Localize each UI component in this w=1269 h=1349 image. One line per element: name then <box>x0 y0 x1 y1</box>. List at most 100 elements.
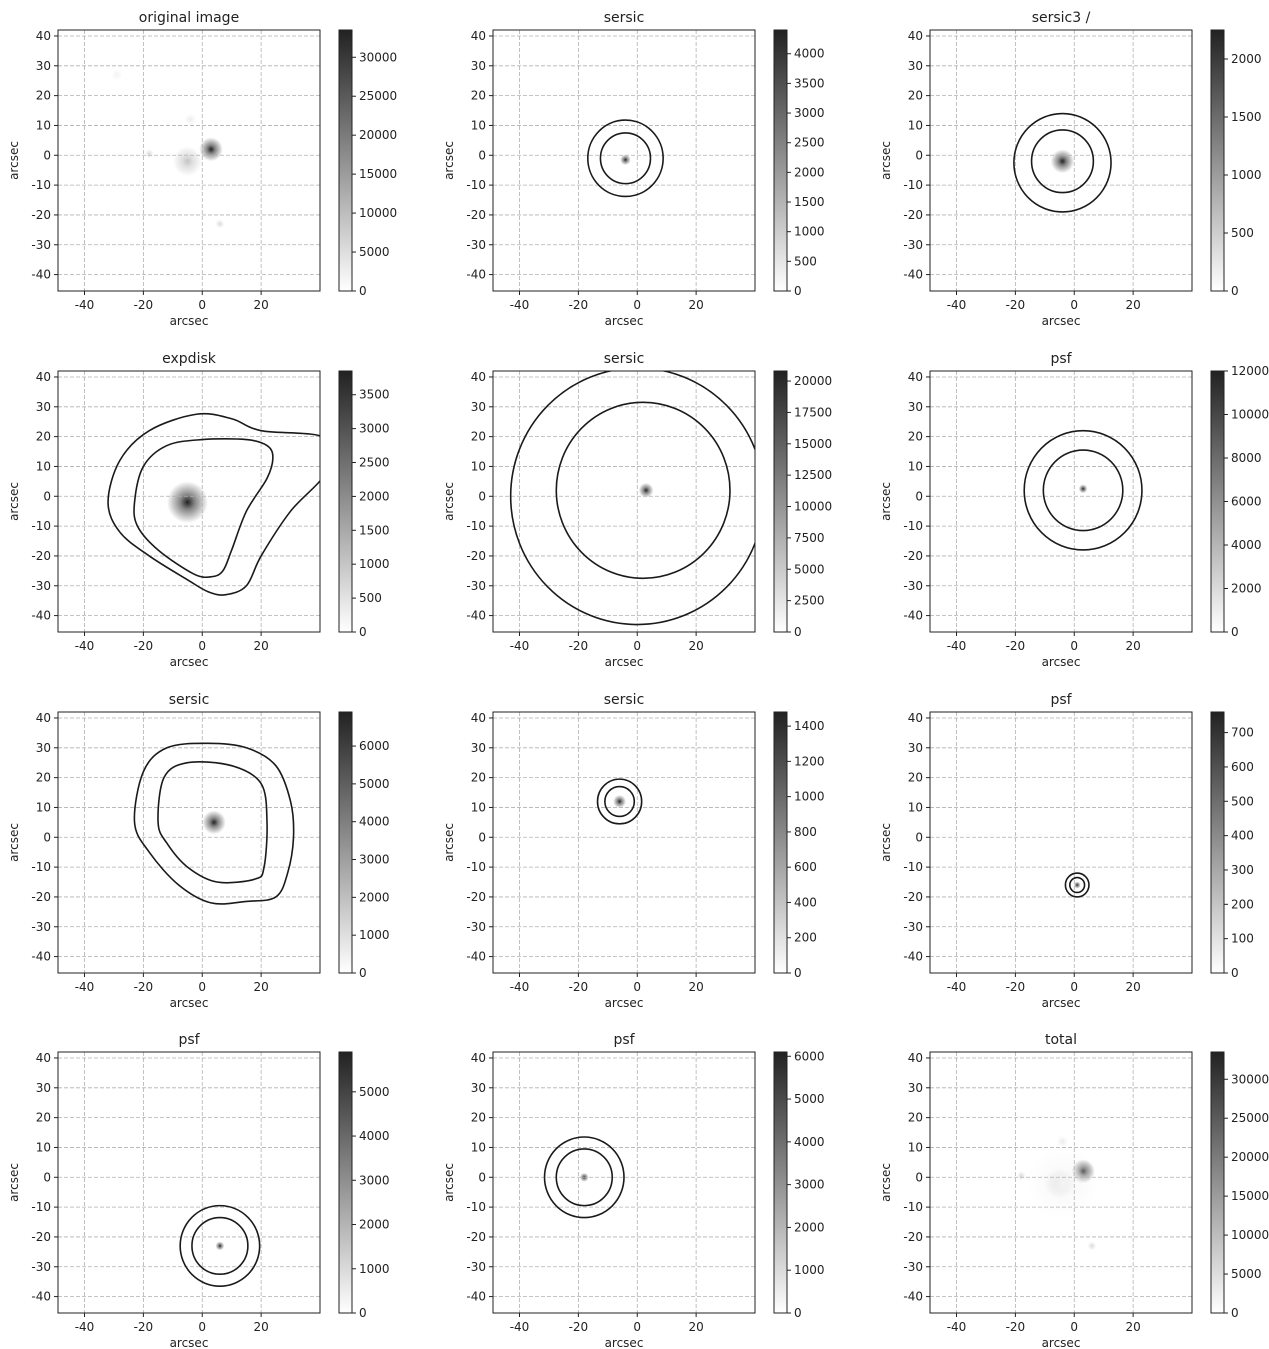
colorbar-tick-label: 25000 <box>359 89 397 103</box>
y-tick-label: 20 <box>908 430 923 444</box>
source <box>1057 1136 1069 1148</box>
y-tick-label: -10 <box>466 178 486 192</box>
panel-title: original image <box>139 10 239 26</box>
colorbar-tick-label: 2000 <box>1231 582 1262 596</box>
colorbar-tick-label: 1000 <box>794 790 825 804</box>
colorbar-tick-label: 3500 <box>359 388 390 402</box>
colorbar <box>1211 1052 1224 1313</box>
image-area <box>58 30 320 291</box>
source <box>1051 149 1075 173</box>
x-tick-label: 0 <box>198 298 206 312</box>
y-tick-label: 0 <box>43 489 51 503</box>
y-tick-label: -30 <box>466 238 486 252</box>
source <box>620 154 631 165</box>
y-axis-label: arcsec <box>879 141 893 180</box>
x-tick-label: 20 <box>688 980 703 994</box>
colorbar <box>774 30 787 291</box>
colorbar-tick-label: 3500 <box>794 76 825 90</box>
y-tick-label: -20 <box>903 1230 923 1244</box>
colorbar-tick-label: 200 <box>794 931 817 945</box>
source <box>215 1241 224 1250</box>
image-area <box>493 368 764 632</box>
y-tick-label: -20 <box>903 549 923 563</box>
y-tick-label: -30 <box>31 579 51 593</box>
x-tick-label: 0 <box>198 1320 206 1334</box>
y-tick-label: 20 <box>908 771 923 785</box>
y-tick-label: -40 <box>903 1290 923 1304</box>
y-axis-label: arcsec <box>879 482 893 521</box>
x-axis-label: arcsec <box>170 314 209 328</box>
colorbar-tick-label: 3000 <box>359 853 390 867</box>
x-tick-label: 20 <box>1125 980 1140 994</box>
y-tick-label: -30 <box>903 920 923 934</box>
x-tick-label: -20 <box>569 639 589 653</box>
colorbar-tick-label: 500 <box>1231 226 1254 240</box>
colorbar <box>774 371 787 632</box>
image-area <box>930 30 1192 291</box>
source <box>145 149 154 158</box>
y-tick-label: 30 <box>36 1081 51 1095</box>
source <box>1079 484 1088 493</box>
y-tick-label: 10 <box>36 1140 51 1154</box>
colorbar-tick-label: 0 <box>359 625 367 639</box>
y-tick-label: -10 <box>903 519 923 533</box>
image-area <box>493 712 755 973</box>
colorbar-tick-label: 5000 <box>794 1092 825 1106</box>
y-tick-label: -20 <box>31 549 51 563</box>
y-tick-label: -40 <box>903 950 923 964</box>
y-tick-label: -30 <box>466 579 486 593</box>
colorbar-tick-label: 2500 <box>794 594 825 608</box>
colorbar-tick-label: 2500 <box>794 136 825 150</box>
colorbar-tick-label: 3000 <box>794 106 825 120</box>
colorbar-tick-label: 6000 <box>1231 495 1262 509</box>
y-tick-label: 20 <box>471 1111 486 1125</box>
y-tick-label: -30 <box>466 1260 486 1274</box>
colorbar-tick-label: 1200 <box>794 754 825 768</box>
colorbar-tick-label: 6000 <box>794 1049 825 1063</box>
y-tick-label: 0 <box>478 1170 486 1184</box>
x-tick-label: 20 <box>253 980 268 994</box>
colorbar-tick-label: 1000 <box>359 557 390 571</box>
y-tick-label: 0 <box>915 489 923 503</box>
colorbar-tick-label: 1500 <box>794 195 825 209</box>
colorbar-tick-label: 2000 <box>1231 52 1262 66</box>
y-tick-label: -10 <box>31 860 51 874</box>
x-tick-label: 20 <box>1125 639 1140 653</box>
y-axis-label: arcsec <box>442 1163 456 1202</box>
y-tick-label: -40 <box>903 609 923 623</box>
y-tick-label: 10 <box>908 459 923 473</box>
colorbar-tick-label: 600 <box>1231 760 1254 774</box>
colorbar-tick-label: 15000 <box>359 167 397 181</box>
x-axis-label: arcsec <box>605 314 644 328</box>
panel-title: sersic <box>604 351 645 367</box>
y-tick-label: 0 <box>915 830 923 844</box>
colorbar-tick-label: 20000 <box>794 374 832 388</box>
colorbar-tick-label: 500 <box>359 591 382 605</box>
panel-title: psf <box>613 1032 635 1048</box>
source <box>1074 881 1081 888</box>
colorbar-tick-label: 4000 <box>359 1129 390 1143</box>
colorbar-tick-label: 400 <box>794 895 817 909</box>
y-axis-label: arcsec <box>442 823 456 862</box>
colorbar-tick-label: 1500 <box>1231 110 1262 124</box>
image-area <box>930 712 1192 973</box>
colorbar-tick-label: 10000 <box>794 500 832 514</box>
y-tick-label: -20 <box>31 1230 51 1244</box>
x-tick-label: -20 <box>134 639 154 653</box>
x-tick-label: -20 <box>569 1320 589 1334</box>
y-tick-label: 10 <box>471 1140 486 1154</box>
contour <box>108 414 332 595</box>
y-tick-label: -20 <box>31 890 51 904</box>
x-tick-label: -20 <box>1006 980 1026 994</box>
colorbar-tick-label: 500 <box>1231 794 1254 808</box>
colorbar <box>1211 30 1224 291</box>
y-tick-label: 10 <box>471 800 486 814</box>
colorbar-tick-label: 5000 <box>359 1085 390 1099</box>
y-tick-label: -10 <box>903 178 923 192</box>
image-area <box>493 1052 755 1313</box>
panel: psfarcsecarcsec-40-20020-40-30-20-100102… <box>879 351 1269 669</box>
x-tick-label: -20 <box>1006 298 1026 312</box>
panel: psfarcsecarcsec-40-20020-40-30-20-100102… <box>879 692 1254 1010</box>
y-tick-label: -10 <box>31 1200 51 1214</box>
